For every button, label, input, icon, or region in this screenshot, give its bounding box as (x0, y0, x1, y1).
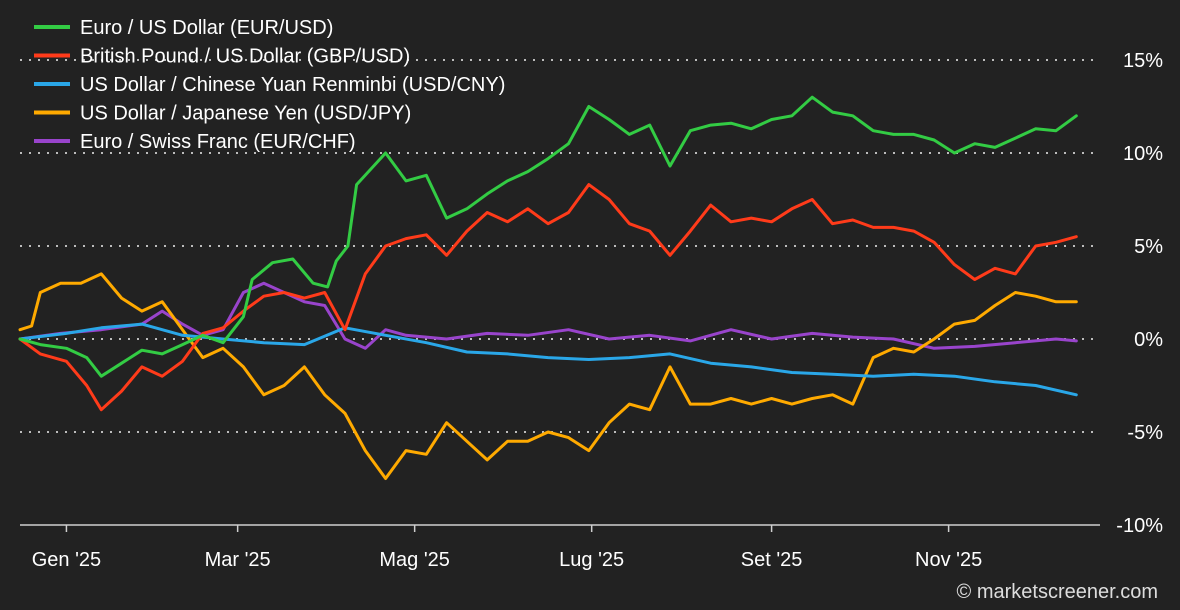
legend: Euro / US Dollar (EUR/USD) British Pound … (34, 17, 505, 153)
x-tick-label: Set '25 (741, 549, 803, 571)
series-lines (18, 95, 1078, 480)
y-tick-label: 15% (1123, 50, 1163, 72)
legend-label: Euro / Swiss Franc (EUR/CHF) (80, 131, 356, 153)
legend-label: British Pound / US Dollar (GBP/USD) (80, 46, 410, 68)
axes: 15% 10% 5% 0% -5% -10% Gen '25 Mar '25 Mag '25 Lu… (20, 50, 1163, 571)
y-tick-label: 0% (1134, 329, 1163, 351)
x-tick-label: Nov '25 (915, 549, 982, 571)
x-tick-label: Lug '25 (559, 549, 624, 571)
y-tick-label: 5% (1134, 236, 1163, 258)
series-line-4 (18, 272, 1078, 480)
x-tick-label: Gen '25 (32, 549, 101, 571)
y-tick-label: -10% (1116, 515, 1163, 537)
y-tick-label: -5% (1127, 422, 1163, 444)
legend-label: US Dollar / Japanese Yen (USD/JPY) (80, 103, 411, 125)
series-line-5 (18, 281, 1078, 350)
series-line-2 (18, 183, 1078, 412)
legend-label: Euro / US Dollar (EUR/USD) (80, 17, 333, 39)
legend-label: US Dollar / Chinese Yuan Renminbi (USD/C… (80, 74, 505, 96)
source-credit: © marketscreener.com (957, 581, 1158, 603)
y-tick-label: 10% (1123, 143, 1163, 165)
x-tick-label: Mar '25 (205, 549, 271, 571)
series-line-3 (18, 322, 1078, 397)
x-tick-label: Mag '25 (379, 549, 450, 571)
series-line-1 (18, 95, 1078, 378)
